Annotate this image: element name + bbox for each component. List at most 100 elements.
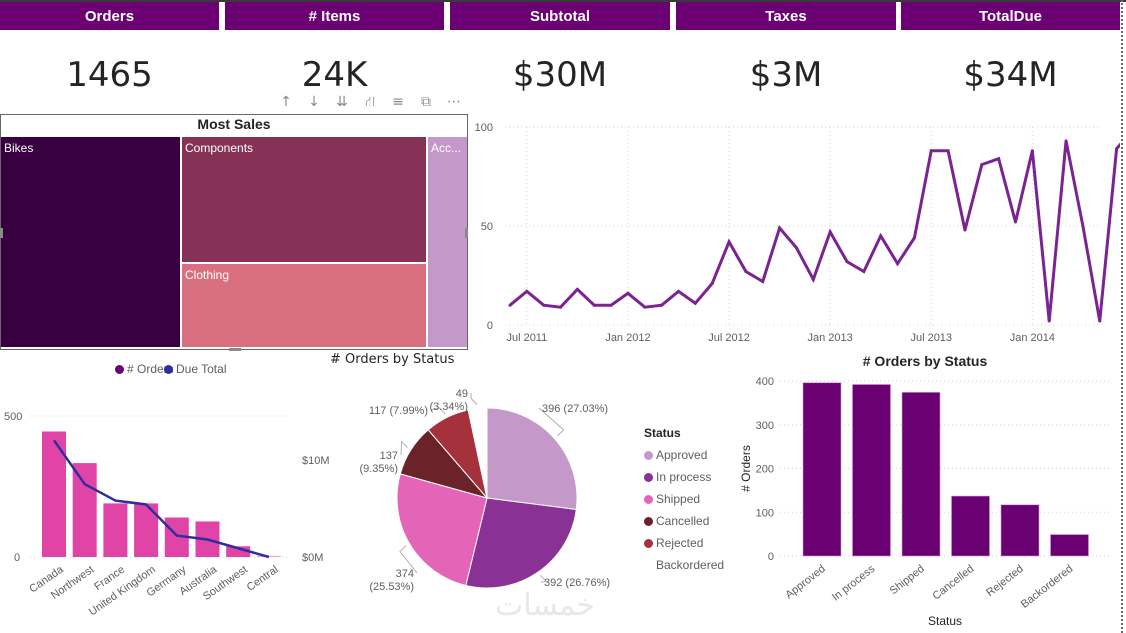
expand-hierarchy-icon[interactable]: ⛙ xyxy=(365,94,375,110)
line-data-point xyxy=(778,226,782,230)
legend-due-total: Due Total xyxy=(164,362,226,376)
line-data-point xyxy=(1064,139,1068,143)
resize-handle-right[interactable] xyxy=(465,228,468,238)
pie-legend-item[interactable]: Approved xyxy=(644,444,724,466)
line-data-point xyxy=(761,279,765,283)
kpi-header-totaldue: TotalDue xyxy=(901,2,1120,30)
line-data-point xyxy=(1047,319,1051,323)
orders-by-status-pie-chart[interactable]: 396 (27.03%) 392 (26.76%) 374(25.53%) 137(9… xyxy=(330,375,630,615)
legend-dot-icon xyxy=(164,364,173,374)
canvas-right-border xyxy=(1121,0,1123,633)
orders-by-status-bar-chart[interactable]: # Orders by Status 0 100 200 300 400 # Orders S… xyxy=(730,345,1120,633)
x-tick-label: Jul 2011 xyxy=(506,332,547,344)
arrow-up-icon[interactable]: ↑ xyxy=(280,94,292,110)
pie-data-label: (9.35%) xyxy=(359,463,398,475)
legend-label: In process xyxy=(656,470,712,484)
treemap-title: Most Sales xyxy=(197,116,271,132)
line-data-point xyxy=(693,301,697,305)
x-category-label: Rejected xyxy=(984,563,1026,599)
filter-icon[interactable]: ≡ xyxy=(392,94,404,110)
line-data-point xyxy=(912,236,916,240)
double-arrow-down-icon[interactable]: ⇊ xyxy=(336,94,348,110)
pie-data-label: 49 xyxy=(456,388,468,400)
x-tick-label: Jan 2012 xyxy=(605,332,650,344)
right-axis-label: $0M xyxy=(302,552,323,564)
line-data-point xyxy=(609,303,613,307)
pie-legend-item[interactable]: In process xyxy=(644,466,724,488)
pie-data-label: (25.53%) xyxy=(369,581,414,593)
treemap-tile-accessories[interactable]: Acc... xyxy=(428,137,467,347)
line-data-point xyxy=(1014,220,1017,224)
line-data-point xyxy=(896,262,900,266)
due-total-line-series xyxy=(52,439,270,559)
x-tick-label: Jan 2014 xyxy=(1010,332,1055,344)
tile-label: Acc... xyxy=(431,141,462,155)
leader-line xyxy=(399,545,418,574)
line-data-point xyxy=(879,234,883,238)
kpi-value-totaldue: $34M xyxy=(963,55,1058,95)
line-data-point xyxy=(677,289,680,293)
resize-handle-left[interactable] xyxy=(0,228,3,238)
line-data-point xyxy=(626,291,630,295)
line-data-point xyxy=(794,246,798,250)
bar-approved xyxy=(802,382,842,557)
treemap-tile-components[interactable]: Components xyxy=(182,137,426,262)
pie-legend-item[interactable]: Cancelled xyxy=(644,510,724,532)
y-tick-label: 200 xyxy=(756,464,774,476)
y-tick-label: 300 xyxy=(756,420,774,432)
resize-handle-bottom[interactable] xyxy=(229,348,241,351)
focus-mode-icon[interactable]: ⧉ xyxy=(421,94,431,110)
bar-in-process xyxy=(852,384,891,557)
leader-line xyxy=(470,392,478,405)
y-tick-label: 50 xyxy=(481,221,493,233)
legend-dot-icon xyxy=(644,516,653,526)
left-axis-label: 0 xyxy=(14,552,20,564)
pie-legend-item[interactable]: Shipped xyxy=(644,488,724,510)
line-data-point xyxy=(1030,149,1034,153)
line-data-point xyxy=(542,303,546,307)
legend-label: Backordered xyxy=(656,558,725,572)
legend-label: Cancelled xyxy=(656,514,710,528)
kpi-value-subtotal: $30M xyxy=(512,55,608,95)
line-data-point xyxy=(845,260,849,264)
treemap-tile-bikes[interactable]: Bikes xyxy=(1,137,180,347)
line-data-point xyxy=(643,305,647,309)
watermark: خمسات xyxy=(495,588,596,623)
tile-label: Clothing xyxy=(185,268,230,282)
bar-chart-title: # Orders by Status xyxy=(863,353,988,369)
y-tick-label: 100 xyxy=(475,122,493,134)
orders-line-series xyxy=(509,140,1120,322)
treemap-tile-clothing[interactable]: Clothing xyxy=(182,264,426,347)
pie-slice-shipped xyxy=(396,473,488,587)
y-tick-label: 100 xyxy=(756,507,774,519)
tile-label: Bikes xyxy=(4,141,34,155)
more-options-icon[interactable]: ⋯ xyxy=(447,94,461,110)
x-tick-label: Jan 2013 xyxy=(808,332,853,344)
legend-label: Approved xyxy=(656,448,708,462)
legend-dot-icon xyxy=(644,450,653,460)
kpi-value-orders: 1465 xyxy=(66,55,153,95)
visual-toolbar: ↑ ↓ ⇊ ⛙ ≡ ⧉ ⋯ xyxy=(272,94,468,112)
legend-label: Due Total xyxy=(176,362,227,376)
legend-label: # Orders xyxy=(127,362,174,376)
arrow-down-icon[interactable]: ↓ xyxy=(308,94,320,110)
kpi-value-taxes: $3M xyxy=(749,55,823,95)
line-data-point xyxy=(980,163,984,167)
pie-legend-item[interactable]: Rejected xyxy=(644,532,724,554)
y-tick-label: 0 xyxy=(768,551,774,563)
tile-label: Components xyxy=(185,141,254,155)
legend-dot-icon xyxy=(644,538,653,548)
line-data-point xyxy=(862,270,866,274)
pie-legend-item[interactable]: Backordered xyxy=(644,554,724,576)
x-category-label: Central xyxy=(245,564,281,594)
bar-france xyxy=(103,503,128,557)
orders-over-time-line-chart[interactable]: 0 50 100 Jul 2011 Jan 2012 Jul 2012 Jan 2013 Ju… xyxy=(470,115,1120,350)
pie-chart-title: # Orders by Status xyxy=(330,352,455,367)
left-axis-label: 500 xyxy=(4,411,22,423)
pie-data-label: 392 (26.76%) xyxy=(544,577,610,589)
x-tick-label: Jul 2013 xyxy=(910,332,952,344)
line-data-point xyxy=(592,303,596,307)
x-category-label: Approved xyxy=(783,563,827,601)
pie-slice-backordered xyxy=(467,407,488,499)
